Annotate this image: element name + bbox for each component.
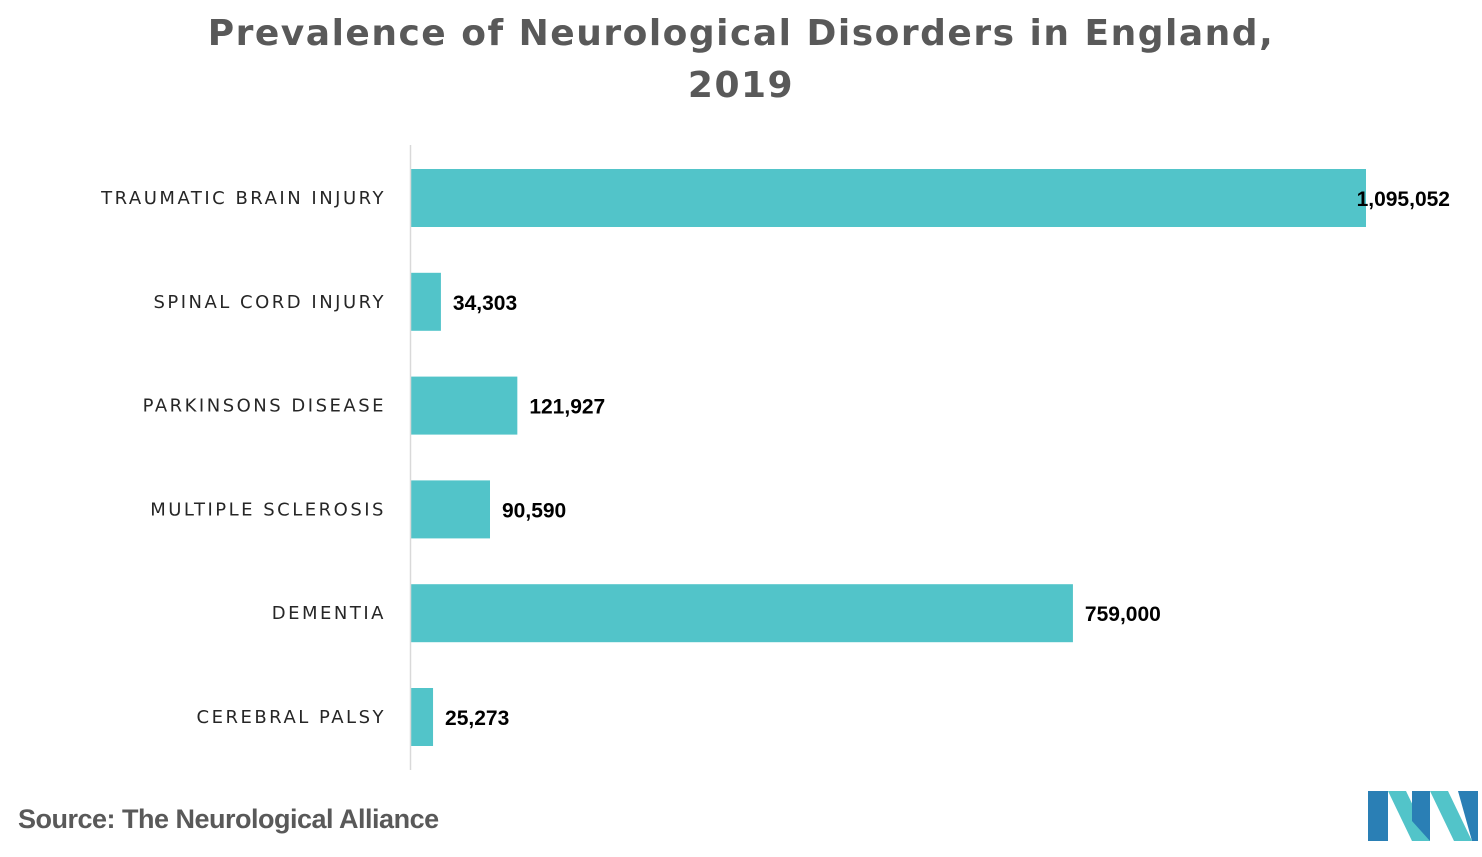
logo-mid-stroke	[1412, 791, 1430, 841]
mordor-intelligence-logo-icon	[1368, 791, 1478, 841]
category-label-3: MULTIPLE SCLEROSIS	[150, 499, 386, 520]
category-label-1: SPINAL CORD INJURY	[153, 292, 386, 313]
chart-title: Prevalence of Neurological Disorders in …	[0, 8, 1482, 112]
category-label-0: TRAUMATIC BRAIN INJURY	[100, 188, 386, 209]
bar-4	[411, 584, 1073, 643]
category-label-5: CEREBRAL PALSY	[197, 707, 386, 728]
bar-1	[411, 272, 441, 331]
category-label-2: PARKINSONS DISEASE	[143, 396, 386, 417]
bar-3	[411, 480, 491, 539]
value-label-0: 1,095,052	[1357, 188, 1450, 211]
bar-5	[411, 688, 434, 746]
bar-2	[411, 376, 518, 435]
logo-diagonal-2	[1430, 791, 1472, 841]
bar-chart: TRAUMATIC BRAIN INJURY 1,095,052 SPINAL CO…	[100, 145, 1450, 770]
bar-0	[411, 169, 1366, 227]
value-label-5: 25,273	[445, 707, 509, 730]
logo-right-stroke	[1458, 791, 1478, 841]
chart-title-line-2: 2019	[687, 65, 795, 106]
bars-group: TRAUMATIC BRAIN INJURY 1,095,052 SPINAL CO…	[100, 169, 1450, 746]
value-label-1: 34,303	[453, 292, 517, 315]
value-label-3: 90,590	[502, 499, 566, 522]
category-label-4: DEMENTIA	[272, 603, 386, 624]
value-label-2: 121,927	[529, 396, 605, 419]
chart-title-line-1: Prevalence of Neurological Disorders in …	[207, 13, 1275, 54]
value-label-4: 759,000	[1085, 603, 1161, 626]
source-note: Source: The Neurological Alliance	[18, 804, 439, 834]
logo-left-stroke	[1368, 791, 1388, 841]
